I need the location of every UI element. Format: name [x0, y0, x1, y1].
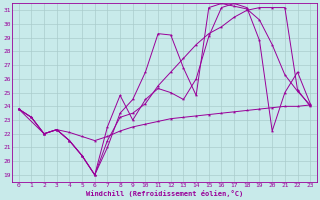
X-axis label: Windchill (Refroidissement éolien,°C): Windchill (Refroidissement éolien,°C)	[86, 190, 243, 197]
